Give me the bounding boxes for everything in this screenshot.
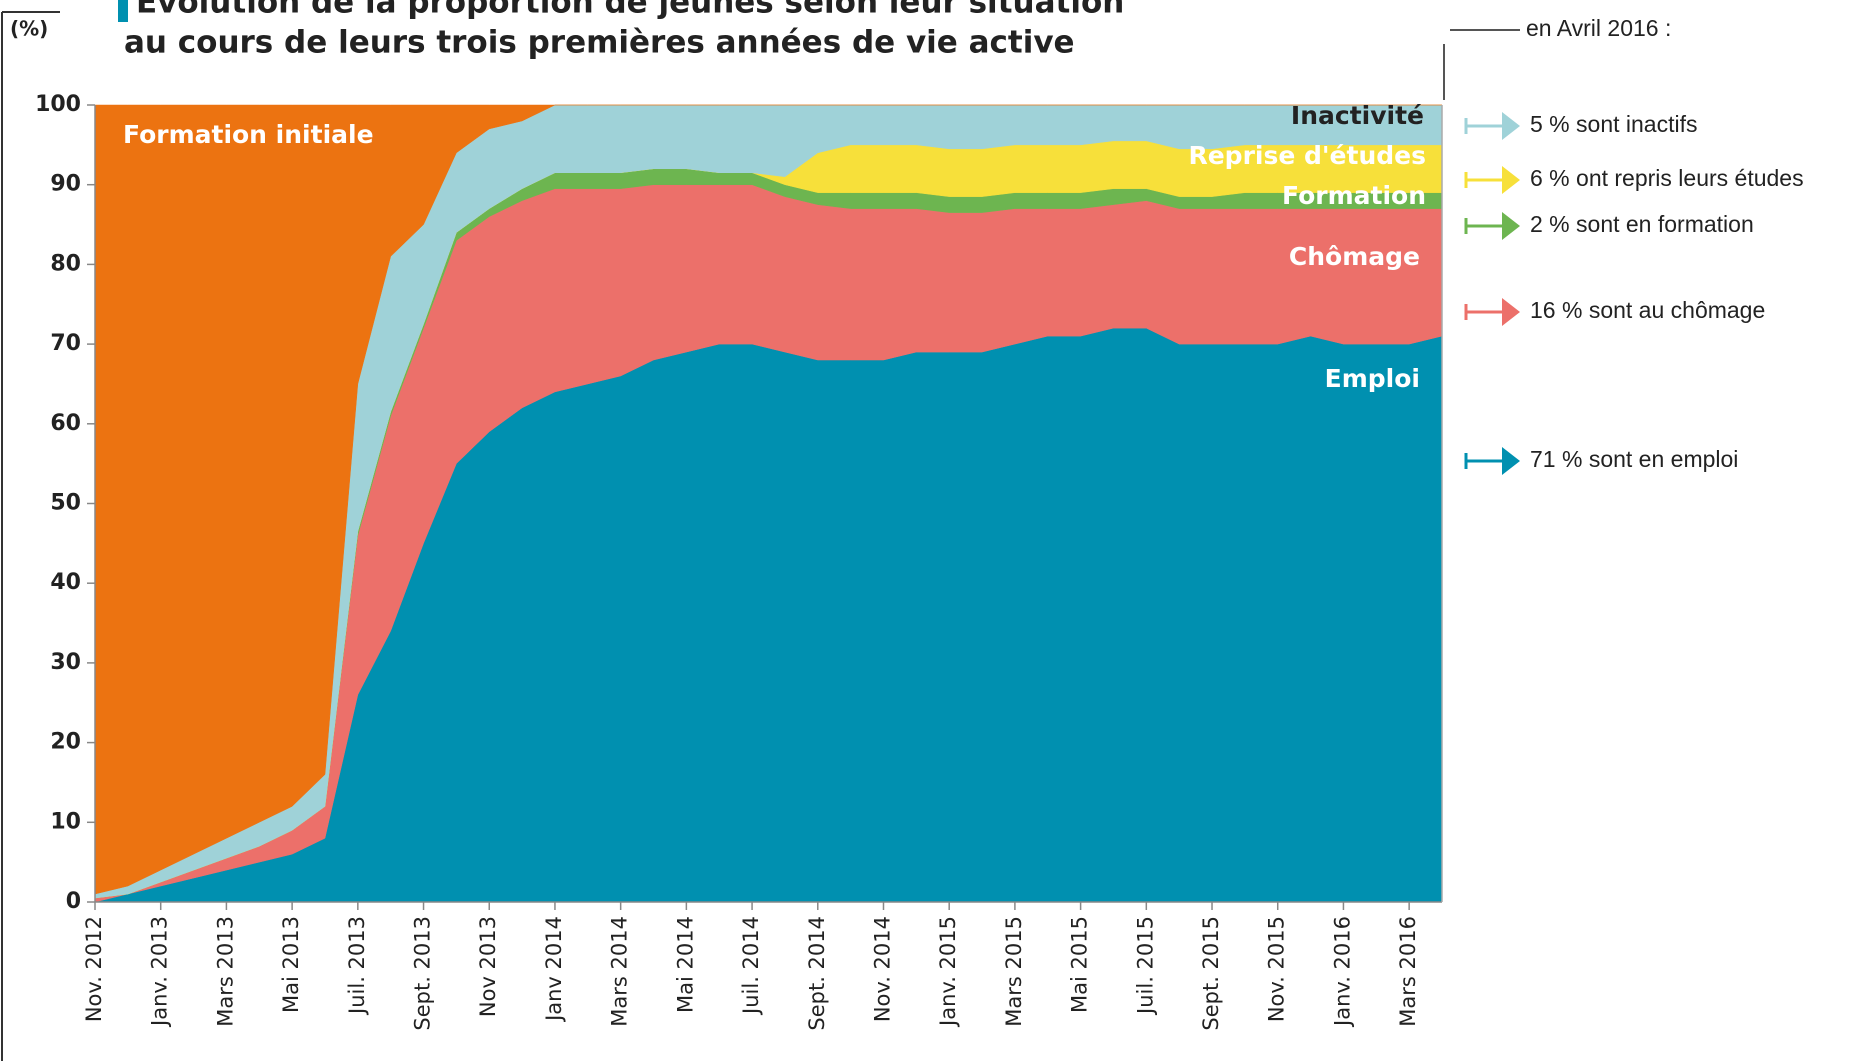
y-tick-label: 60 bbox=[50, 411, 81, 436]
series-label: Chômage bbox=[1289, 242, 1420, 271]
arrow-head bbox=[1502, 112, 1520, 140]
x-tick-label: Juil. 2015 bbox=[1133, 916, 1157, 1016]
x-tick-label: Mai 2015 bbox=[1068, 916, 1092, 1013]
y-tick-label: 70 bbox=[50, 331, 81, 356]
x-tick-label: Sept. 2015 bbox=[1199, 916, 1223, 1031]
title-marker bbox=[118, 0, 128, 22]
arrow-head bbox=[1502, 298, 1520, 326]
annotation: 71 % sont en emploi bbox=[1530, 446, 1738, 472]
y-axis-label: (%) bbox=[10, 17, 48, 41]
annotation: 6 % ont repris leurs études bbox=[1530, 165, 1804, 191]
series-label: Formation initiale bbox=[123, 120, 374, 149]
y-tick-label: 90 bbox=[50, 172, 81, 197]
x-tick-label: Juil. 2013 bbox=[345, 916, 369, 1016]
x-tick-label: Nov. 2015 bbox=[1265, 916, 1289, 1022]
arrow-head bbox=[1502, 166, 1520, 194]
y-tick-label: 80 bbox=[50, 251, 81, 276]
x-tick-label: Janv. 2013 bbox=[148, 916, 172, 1028]
chart-subtitle: au cours de leurs trois premières années… bbox=[124, 25, 1075, 61]
y-tick-label: 50 bbox=[50, 491, 81, 516]
chart-title: Évolution de la proportion de jeunes sel… bbox=[136, 0, 1124, 21]
x-tick-label: Janv 2014 bbox=[542, 916, 566, 1023]
x-tick-label: Nov. 2014 bbox=[870, 916, 894, 1022]
arrow-head bbox=[1502, 447, 1520, 475]
x-tick-label: Mars 2014 bbox=[608, 916, 632, 1027]
series-label: Inactivité bbox=[1291, 101, 1424, 130]
y-tick-label: 20 bbox=[50, 730, 81, 755]
y-tick-label: 0 bbox=[66, 889, 81, 914]
series-label: Emploi bbox=[1325, 364, 1420, 393]
x-tick-label: Sept. 2013 bbox=[411, 916, 435, 1031]
area bbox=[94, 104, 1442, 895]
y-tick-label: 40 bbox=[50, 570, 81, 595]
x-tick-label: Juil. 2014 bbox=[739, 916, 763, 1016]
arrow-head bbox=[1502, 212, 1520, 240]
series-label: Reprise d'études bbox=[1188, 141, 1426, 170]
x-tick-label: Mars 2016 bbox=[1396, 916, 1420, 1027]
x-tick-label: Nov. 2012 bbox=[82, 916, 106, 1022]
x-tick-label: Janv. 2016 bbox=[1330, 916, 1354, 1028]
annotation-header: en Avril 2016 : bbox=[1526, 15, 1671, 41]
x-tick-label: Nov 2013 bbox=[476, 916, 500, 1017]
x-tick-label: Mai 2013 bbox=[279, 916, 303, 1013]
x-tick-label: Sept. 2014 bbox=[805, 916, 829, 1031]
x-tick-label: Mars 2013 bbox=[213, 916, 237, 1027]
x-tick-label: Mai 2014 bbox=[673, 916, 697, 1013]
x-tick-label: Mars 2015 bbox=[1002, 916, 1026, 1027]
series-label: Formation bbox=[1282, 181, 1426, 210]
y-tick-label: 100 bbox=[35, 92, 81, 117]
y-tick-label: 30 bbox=[50, 650, 81, 675]
annotation: 5 % sont inactifs bbox=[1530, 111, 1697, 137]
annotation: 16 % sont au chômage bbox=[1530, 297, 1765, 323]
x-tick-label: Janv. 2015 bbox=[936, 916, 960, 1028]
y-tick-label: 10 bbox=[50, 809, 81, 834]
annotation: 2 % sont en formation bbox=[1530, 211, 1754, 237]
